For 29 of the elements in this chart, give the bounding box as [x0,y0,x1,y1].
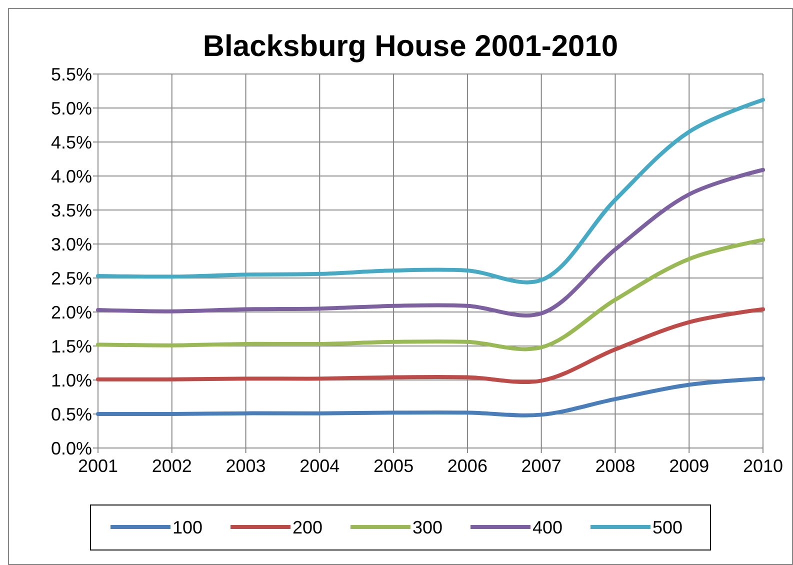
x-tick-label: 2010 [742,456,784,476]
y-tick-label: 0.5% [50,404,92,424]
line-series [96,376,765,418]
y-tick-label: 0.0% [50,438,92,458]
legend-label: 400 [532,517,563,538]
y-tick-label: 5.0% [50,98,92,118]
legend-label: 500 [652,517,683,538]
y-tick-label: 1.5% [50,336,92,356]
x-tick-label: 2008 [595,456,636,476]
legend-label: 100 [172,517,203,538]
y-tick-label: 1.0% [50,370,92,390]
y-tick-label: 2.0% [50,302,92,322]
y-tick-label: 3.5% [50,200,92,220]
x-tick-label: 2003 [226,456,266,476]
x-tick-label: 2002 [152,456,192,476]
x-tick-label: 2009 [669,456,710,476]
y-tick-label: 4.0% [50,166,92,186]
legend-label: 300 [412,517,443,538]
chart-title: Blacksburg House 2001-2010 [202,30,618,63]
legend-label: 200 [292,517,323,538]
x-tick-label: 2007 [521,456,562,476]
x-tick-label: 2001 [78,456,118,476]
y-tick-label: 4.5% [50,132,92,152]
x-tick-label: 2005 [374,456,414,476]
y-tick-label: 3.0% [50,234,92,254]
y-tick-label: 5.5% [50,64,92,84]
x-tick-label: 2004 [300,456,340,476]
y-tick-label: 2.5% [50,268,92,288]
x-tick-label: 2006 [447,456,488,476]
